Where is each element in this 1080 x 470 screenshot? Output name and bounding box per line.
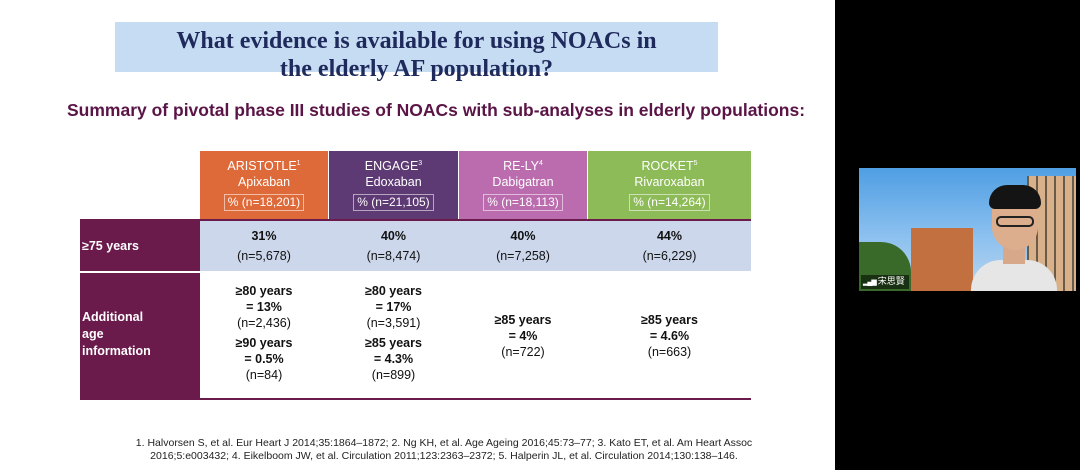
cell-aristotle-75: 31% (n=5,678) xyxy=(200,228,328,264)
age-count: (n=899) xyxy=(371,368,416,382)
age-percent: = 4.3% xyxy=(373,352,414,366)
cell-percent: 44% xyxy=(656,229,683,243)
age-percent: = 13% xyxy=(246,300,282,314)
table-top-rule xyxy=(80,219,751,221)
reference-number: 3 xyxy=(418,159,423,167)
header-engage: ENGAGE3 Edoxaban % (n=21,105) xyxy=(329,151,458,219)
speaker-body xyxy=(971,260,1057,291)
participant-name: 宋思賢 xyxy=(877,276,905,286)
cell-rocket-additional: ≥85 years = 4.6% (n=663) xyxy=(588,312,751,360)
trial-population: % (n=21,105) xyxy=(353,194,434,211)
drug-name: Edoxaban xyxy=(365,175,422,189)
cell-rocket-75: 44% (n=6,229) xyxy=(588,228,751,264)
signal-bars-icon: ▂▄▆ xyxy=(863,279,877,286)
cell-rely-75: 40% (n=7,258) xyxy=(459,228,587,264)
age-percent: = 0.5% xyxy=(244,352,284,366)
reference-number: 1 xyxy=(296,159,301,167)
speaker-glasses xyxy=(996,216,1034,227)
reference-number: 4 xyxy=(538,159,543,167)
trial-name: ENGAGE xyxy=(364,159,419,173)
age-threshold: ≥80 years xyxy=(365,284,422,298)
slide-title-line2: the elderly AF population? xyxy=(279,56,554,82)
age-count: (n=722) xyxy=(501,345,545,359)
age-percent: = 4% xyxy=(508,329,538,343)
age-percent: = 17% xyxy=(375,300,412,314)
drug-name: Apixaban xyxy=(237,175,291,189)
reference-number: 5 xyxy=(693,159,698,167)
slide-subtitle: Summary of pivotal phase III studies of … xyxy=(67,100,806,120)
trial-name: ARISTOTLE xyxy=(227,159,297,173)
row-label-75-years: ≥75 years xyxy=(80,221,200,271)
slide-title-line1: What evidence is available for using NOA… xyxy=(176,28,657,54)
drug-name: Dabigatran xyxy=(492,175,554,189)
row-75-years xyxy=(200,221,751,271)
references-line1: 1. Halvorsen S, et al. Eur Heart J 2014;… xyxy=(135,437,753,449)
cell-percent: 40% xyxy=(380,229,407,243)
cell-aristotle-additional: ≥80 years = 13% (n=2,436) ≥90 years = 0.… xyxy=(200,283,328,383)
age-threshold: ≥85 years xyxy=(494,313,552,327)
speaker-hair xyxy=(989,185,1041,209)
cell-rely-additional: ≥85 years = 4% (n=722) xyxy=(459,312,587,360)
cell-count: (n=7,258) xyxy=(496,249,550,263)
row-label-line3: information xyxy=(82,344,151,358)
cell-count: (n=8,474) xyxy=(366,249,421,263)
cell-percent: 31% xyxy=(251,229,277,243)
speaker-neck xyxy=(1003,246,1025,264)
participant-video-tile[interactable]: ▂▄▆ 宋思賢 xyxy=(859,168,1076,291)
references: 1. Halvorsen S, et al. Eur Heart J 2014;… xyxy=(84,437,804,463)
age-count: (n=663) xyxy=(647,345,692,359)
trial-name: ROCKET xyxy=(641,159,694,173)
age-threshold: ≥85 years xyxy=(365,336,422,350)
background-building xyxy=(911,228,973,291)
cell-count: (n=5,678) xyxy=(237,249,291,263)
trial-population: % (n=14,264) xyxy=(629,194,710,211)
age-count: (n=2,436) xyxy=(237,316,291,330)
presentation-slide: What evidence is available for using NOA… xyxy=(0,0,835,470)
trial-population: % (n=18,201) xyxy=(223,194,305,211)
age-threshold: ≥90 years xyxy=(235,336,293,350)
header-aristotle: ARISTOTLE1 Apixaban % (n=18,201) xyxy=(200,151,328,219)
trial-name: RE-LY xyxy=(503,159,539,173)
participant-name-label: ▂▄▆ 宋思賢 xyxy=(861,275,909,289)
cell-engage-75: 40% (n=8,474) xyxy=(329,228,458,264)
drug-name: Rivaroxaban xyxy=(634,175,705,189)
age-threshold: ≥85 years xyxy=(641,313,698,327)
row-label-line2: age xyxy=(82,327,104,341)
row-label-line1: Additional xyxy=(82,310,144,324)
table-bottom-rule xyxy=(80,398,751,400)
header-rely: RE-LY4 Dabigatran % (n=18,113) xyxy=(459,151,587,219)
age-count: (n=84) xyxy=(245,368,283,382)
cell-percent: 40% xyxy=(510,229,536,243)
age-threshold: ≥80 years xyxy=(235,284,293,298)
cell-count: (n=6,229) xyxy=(642,249,697,263)
age-count: (n=3,591) xyxy=(366,316,421,330)
references-line2: 2016;5:e003432; 4. Eikelboom JW, et al. … xyxy=(150,450,738,462)
header-rocket: ROCKET5 Rivaroxaban % (n=14,264) xyxy=(588,151,751,219)
row-label-additional-age: Additional age information xyxy=(80,273,200,398)
cell-engage-additional: ≥80 years = 17% (n=3,591) ≥85 years = 4.… xyxy=(329,283,458,383)
age-percent: = 4.6% xyxy=(649,329,690,343)
slide-title-box: What evidence is available for using NOA… xyxy=(115,22,718,82)
trial-population: % (n=18,113) xyxy=(483,194,563,211)
